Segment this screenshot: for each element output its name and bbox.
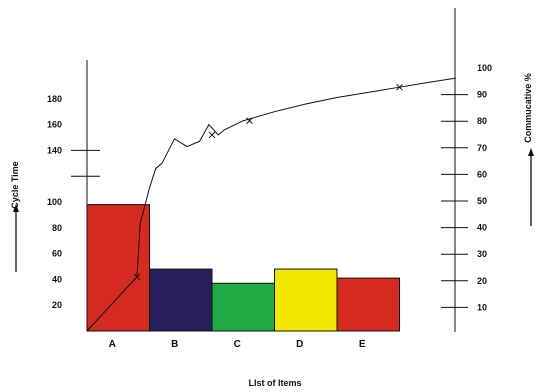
- y-axis-title-text: Cycle Time: [10, 161, 20, 208]
- y-tick-label-160: 160: [47, 120, 62, 130]
- line-marker-2: [208, 131, 216, 139]
- x-axis-title: LIst of Items: [248, 378, 301, 388]
- y2-tick-label-30: 30: [477, 249, 487, 259]
- y2-tick-label-40: 40: [477, 223, 487, 233]
- y-tick-label-60: 60: [52, 249, 62, 259]
- line-marker-3: [246, 117, 253, 125]
- y2-tick-label-60: 60: [477, 169, 487, 179]
- cumulative-line: [86, 77, 456, 332]
- category-label-b: B: [171, 339, 178, 350]
- bar-a: [86, 204, 150, 332]
- category-label-e: E: [359, 339, 366, 350]
- ticks-group: 20 40 60 80 100 140 160 180 10 20 30 40 50 60 70 80 90 10…: [47, 63, 492, 312]
- bar-c: [211, 282, 275, 332]
- y-axis-arrow-head: [13, 204, 19, 212]
- line-marker-4: [396, 83, 403, 91]
- y2-axis-arrow-head: [528, 148, 534, 156]
- y-tick-label-20: 20: [52, 300, 62, 310]
- y2-tick-label-70: 70: [477, 143, 487, 153]
- y2-axis-title-text: Commucative %: [523, 73, 533, 143]
- y2-tick-label-10: 10: [477, 302, 487, 312]
- y-axis-arrow: [13, 204, 19, 272]
- y2-tick-label-90: 90: [477, 90, 487, 100]
- y2-tick-label-50: 50: [477, 196, 487, 206]
- y2-tick-label-80: 80: [477, 116, 487, 126]
- y-tick-label-80: 80: [52, 223, 62, 233]
- y-tick-label-140: 140: [47, 145, 62, 155]
- y-tick-label-40: 40: [52, 274, 62, 284]
- y-axis-title: Cycle Time: [10, 161, 20, 208]
- category-label-a: A: [109, 339, 116, 350]
- line-marker-1: [133, 273, 141, 281]
- category-label-d: D: [296, 339, 303, 350]
- y2-tick-label-20: 20: [477, 276, 487, 286]
- bar-b: [149, 268, 213, 332]
- bar-d: [274, 268, 338, 332]
- y-tick-label-100: 100: [47, 197, 62, 207]
- category-labels: A B C D E: [109, 339, 366, 350]
- cumulative-line-group: [86, 77, 456, 332]
- bars-group: [86, 204, 400, 332]
- y2-axis-title: Commucative %: [523, 73, 533, 143]
- category-label-c: C: [234, 339, 241, 350]
- y-tick-label-180: 180: [47, 94, 62, 104]
- bar-e: [336, 277, 400, 332]
- y2-axis-arrow: [528, 148, 534, 226]
- y2-tick-label-100: 100: [477, 63, 492, 73]
